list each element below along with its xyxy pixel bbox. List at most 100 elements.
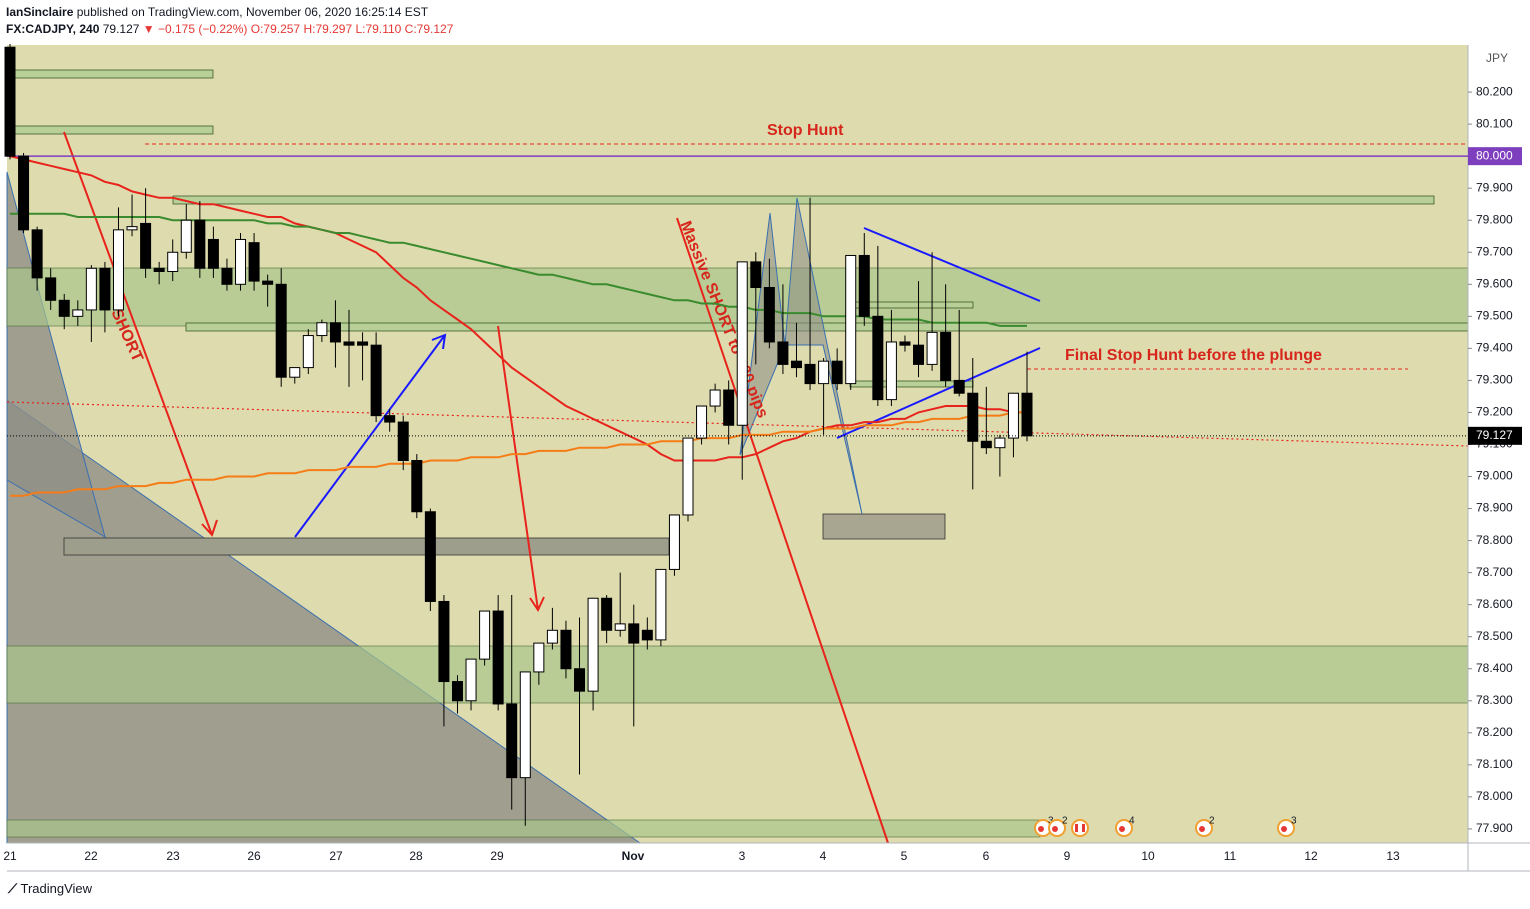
- candle-body: [45, 277, 57, 301]
- y-tick-label: 79.900: [1476, 180, 1513, 194]
- candle-body: [913, 344, 925, 365]
- candle-body: [424, 511, 436, 602]
- x-tick-label: 29: [490, 849, 504, 863]
- candle-body: [31, 229, 43, 279]
- last-price-tag: [1468, 426, 1522, 445]
- candle-body: [994, 437, 1006, 449]
- y-tick-label: 79.200: [1476, 405, 1513, 419]
- candle-body: [546, 629, 558, 644]
- pattern: [739, 212, 786, 456]
- candle-body: [641, 629, 653, 641]
- candle-body: [723, 389, 735, 426]
- candle-body: [58, 299, 70, 317]
- candle-body: [519, 671, 531, 779]
- y-tick-label: 79.700: [1476, 244, 1513, 258]
- y-tick-label: 78.100: [1476, 757, 1513, 771]
- zone: [172, 195, 1435, 205]
- x-tick-label: 6: [983, 849, 990, 863]
- candle-body: [980, 440, 992, 449]
- event-count: 3: [1291, 816, 1297, 827]
- candle-body: [194, 219, 206, 269]
- candle-body: [804, 363, 816, 385]
- candle-body: [411, 459, 423, 513]
- footer-text: TradingView: [20, 881, 93, 896]
- arrow: [63, 131, 218, 537]
- candle-body: [85, 267, 97, 311]
- candle-body: [682, 437, 694, 516]
- open: O:79.257: [250, 22, 301, 36]
- x-tick-label: 5: [901, 849, 908, 863]
- candle-body: [845, 254, 857, 385]
- event-dot: [1119, 826, 1125, 832]
- candle-body: [750, 261, 762, 289]
- y-tick-label: 78.200: [1476, 725, 1513, 739]
- y-tick-label: 79.400: [1476, 341, 1513, 355]
- published: published on TradingView.com, November 0…: [76, 5, 429, 19]
- last: 79.127: [102, 22, 140, 36]
- low: L:79.110: [355, 22, 402, 36]
- candle-body: [872, 315, 884, 401]
- candle-body: [99, 267, 111, 311]
- close: C:79.127: [404, 22, 454, 36]
- candle-body: [479, 610, 491, 660]
- currency: JPY: [1486, 51, 1508, 65]
- candle-body: [614, 623, 626, 631]
- price-axis: [1468, 45, 1530, 871]
- x-tick-label: 10: [1141, 849, 1155, 863]
- candle-body: [140, 222, 152, 269]
- candle-body: [858, 254, 870, 317]
- candle-body: [736, 261, 748, 426]
- moving-average: [10, 411, 1027, 497]
- symbol-line: FX:CADJPY, 240 79.127 ▼ −0.175 (−0.22%) …: [6, 22, 453, 36]
- candle-body: [438, 600, 450, 683]
- y-tick-label: 78.800: [1476, 533, 1513, 547]
- candle-body: [4, 46, 16, 157]
- x-tick-label: 3: [739, 849, 746, 863]
- x-tick-label: 23: [166, 849, 180, 863]
- x-tick-label: 22: [84, 849, 98, 863]
- ohlc: O:79.257 H:79.297 L:79.110 C:79.127: [251, 22, 454, 36]
- moving-average: [10, 212, 1027, 327]
- candle-body: [112, 229, 124, 311]
- y-tick-label: 78.600: [1476, 597, 1513, 611]
- level-label: 80.000: [1476, 148, 1513, 162]
- x-tick-label: 11: [1224, 849, 1237, 863]
- x-tick-label: 21: [3, 849, 17, 863]
- candle-body: [831, 360, 843, 385]
- y-tick-label: 80.100: [1476, 116, 1513, 130]
- zone: [6, 645, 1469, 704]
- event-count: 2: [1209, 816, 1215, 827]
- x-tick-label: 28: [409, 849, 423, 863]
- candle-body: [574, 668, 586, 692]
- candle-body: [167, 251, 179, 272]
- candle-body: [397, 421, 409, 461]
- event-count: 2: [1062, 816, 1068, 827]
- event-count: 3: [1048, 816, 1054, 827]
- candle-body: [533, 642, 545, 673]
- flag-icon: [1071, 819, 1089, 837]
- candle-body: [899, 341, 911, 346]
- zone: [822, 513, 946, 540]
- x-tick-label: 13: [1386, 849, 1400, 863]
- candle-body: [153, 267, 165, 272]
- publish-line: IanSinclaire published on TradingView.co…: [6, 5, 428, 19]
- candle-body: [1007, 392, 1019, 439]
- candle-body: [384, 415, 396, 423]
- author: IanSinclaire: [6, 5, 74, 19]
- zone: [14, 125, 214, 135]
- candle-body: [506, 703, 518, 779]
- zone: [14, 69, 214, 79]
- last-price-label: 79.127: [1476, 428, 1513, 442]
- candle-body: [601, 597, 613, 631]
- level-tag: [1468, 147, 1522, 166]
- candle-body: [668, 514, 680, 570]
- candle-body: [180, 219, 192, 253]
- candle-body: [72, 309, 84, 317]
- y-tick-label: 78.300: [1476, 693, 1513, 707]
- y-tick-label: 80.200: [1476, 84, 1513, 98]
- candle-body: [926, 331, 938, 365]
- candle-body: [967, 392, 979, 442]
- candle-body: [655, 568, 667, 641]
- candle-body: [248, 242, 260, 282]
